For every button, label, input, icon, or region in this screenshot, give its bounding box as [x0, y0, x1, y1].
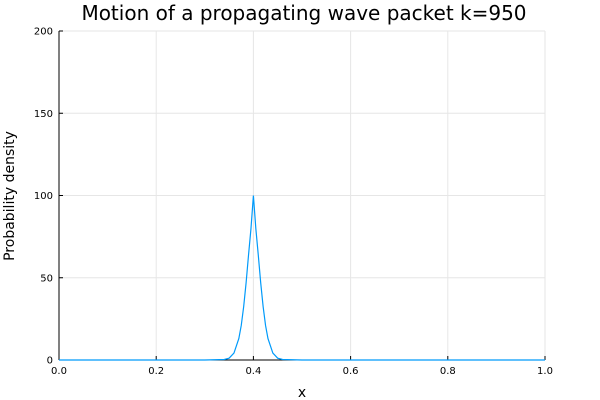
y-tick-label: 200: [34, 27, 53, 38]
x-axis-label: x: [298, 385, 306, 400]
series-line: [59, 195, 545, 361]
y-tick-label: 0: [47, 356, 53, 367]
grid-layer: [58, 30, 546, 361]
x-tick-label: 0.6: [343, 366, 359, 377]
series-layer: [59, 195, 545, 361]
y-tick-label: 100: [34, 191, 53, 202]
chart-title: Motion of a propagating wave packet k=95…: [81, 1, 526, 25]
x-tick-label: 0.2: [148, 366, 164, 377]
y-tick-label: 150: [34, 109, 53, 120]
x-tick-label: 0.0: [51, 366, 67, 377]
x-tick-label: 1.0: [537, 366, 553, 377]
tick-layer: 0.0 0.2 0.4 0.6 0.8 1.0 0 50 100 150 200: [34, 27, 553, 378]
x-tick-label: 0.8: [440, 366, 456, 377]
y-axis-label: Probability density: [2, 131, 18, 261]
x-tick-label: 0.4: [245, 366, 261, 377]
y-tick-label: 50: [40, 273, 53, 284]
